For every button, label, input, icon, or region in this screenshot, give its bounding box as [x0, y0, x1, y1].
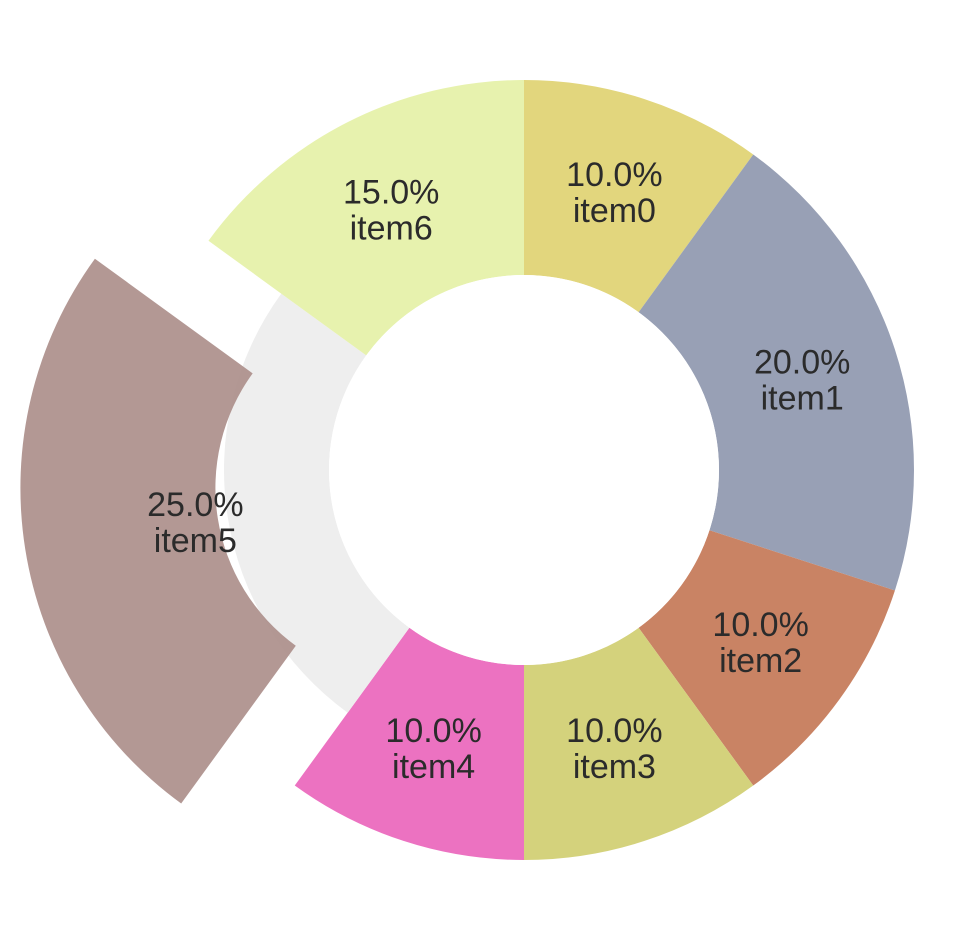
slice-percent-label-item1: 20.0% [754, 344, 850, 382]
slice-name-label-item6: item6 [350, 209, 433, 247]
slice-percent-label-item4: 10.0% [385, 712, 481, 750]
slice-item6[interactable] [208, 80, 524, 356]
slice-percent-label-item0: 10.0% [566, 156, 662, 194]
slice-percent-label-item2: 10.0% [712, 606, 808, 644]
slice-name-label-item1: item1 [761, 380, 844, 418]
slice-percent-label-item5: 25.0% [147, 486, 243, 524]
slice-item2[interactable] [638, 530, 895, 786]
slice-item5[interactable] [20, 258, 296, 804]
slice-item3[interactable] [524, 627, 754, 860]
slice-name-label-item5: item5 [154, 522, 237, 560]
slice-percent-label-item3: 10.0% [566, 712, 662, 750]
highlight-track-item5 [224, 293, 410, 713]
slice-name-label-item2: item2 [719, 642, 802, 680]
slice-name-label-item0: item0 [573, 192, 656, 230]
slice-name-label-item3: item3 [573, 748, 656, 786]
slice-item0[interactable] [524, 80, 754, 313]
donut-center-hole [329, 275, 719, 665]
slice-item1[interactable] [638, 154, 914, 591]
slice-item4[interactable] [294, 627, 524, 860]
slice-percent-label-item6: 15.0% [343, 173, 439, 211]
slice-name-label-item4: item4 [392, 748, 475, 786]
